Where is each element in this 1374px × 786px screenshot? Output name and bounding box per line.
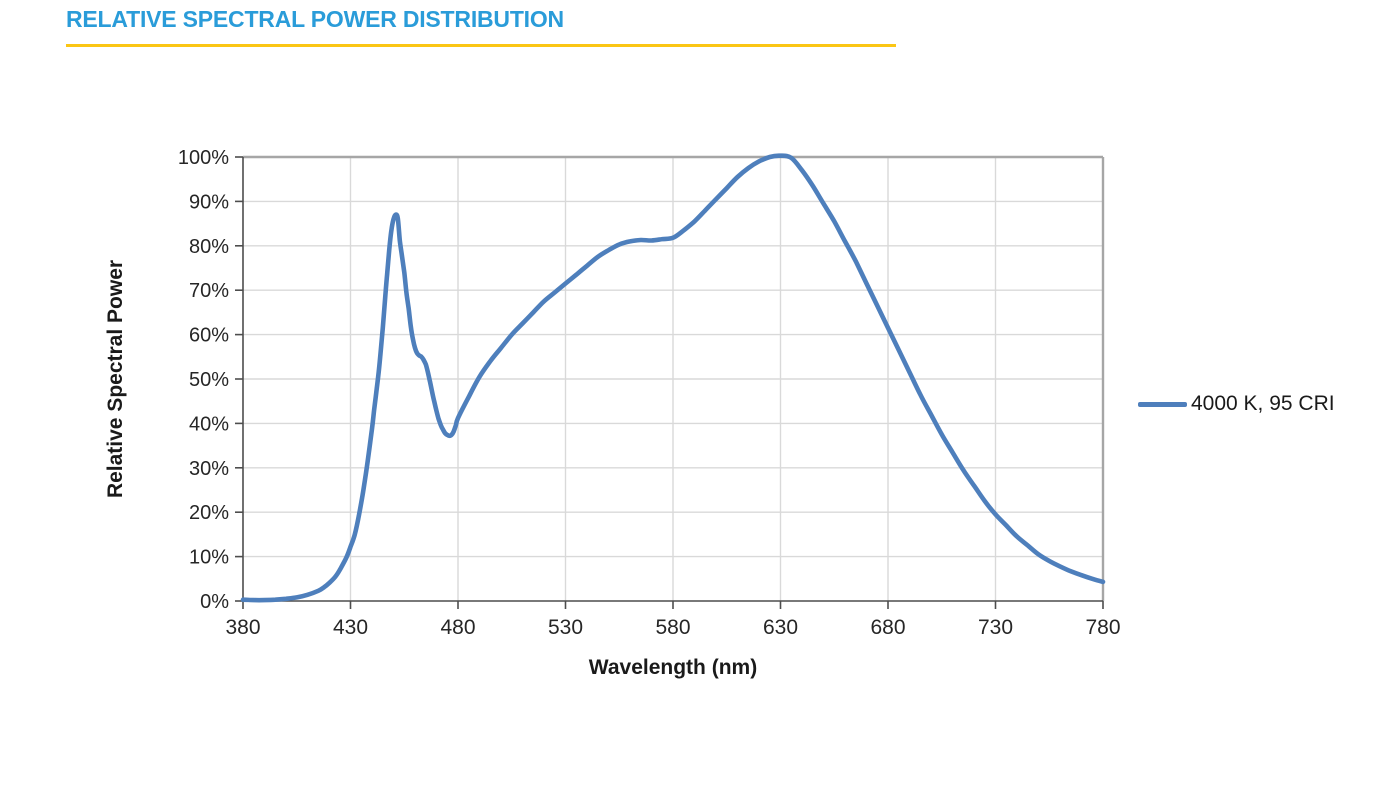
page-title: RELATIVE SPECTRAL POWER DISTRIBUTION (66, 6, 564, 32)
x-tick-label: 730 (978, 616, 1013, 639)
legend: 4000 K, 95 CRI (1138, 392, 1335, 416)
y-tick-label: 20% (189, 502, 229, 524)
x-axis-title: Wavelength (nm) (588, 656, 758, 679)
y-tick-label: 70% (189, 280, 229, 302)
y-tick-label: 60% (189, 325, 229, 347)
legend-line-swatch (1138, 401, 1187, 407)
y-tick-label: 50% (189, 369, 229, 391)
y-tick-label: 10% (189, 547, 229, 569)
y-tick-label: 100% (178, 147, 229, 169)
x-tick-label: 580 (655, 616, 690, 639)
y-tick-label: 80% (189, 236, 229, 258)
y-tick-label: 40% (189, 413, 229, 435)
x-tick-label: 680 (870, 616, 905, 639)
x-tick-label: 530 (548, 616, 583, 639)
spd-curve-4000k-95cri (240, 153, 1106, 603)
y-tick-label: 90% (189, 191, 229, 213)
legend-series-label: 4000 K, 95 CRI (1191, 392, 1335, 415)
title-underline-rule (66, 44, 896, 47)
x-tick-label: 430 (333, 616, 368, 639)
y-axis-title: Relative Spectral Power (96, 157, 136, 601)
y-tick-label: 0% (200, 591, 229, 613)
x-tick-label: 380 (225, 616, 260, 639)
x-tick-label: 780 (1085, 616, 1120, 639)
x-tick-label: 630 (763, 616, 798, 639)
y-axis-title-text: Relative Spectral Power (104, 259, 128, 499)
y-tick-label: 30% (189, 458, 229, 480)
x-tick-label: 480 (440, 616, 475, 639)
